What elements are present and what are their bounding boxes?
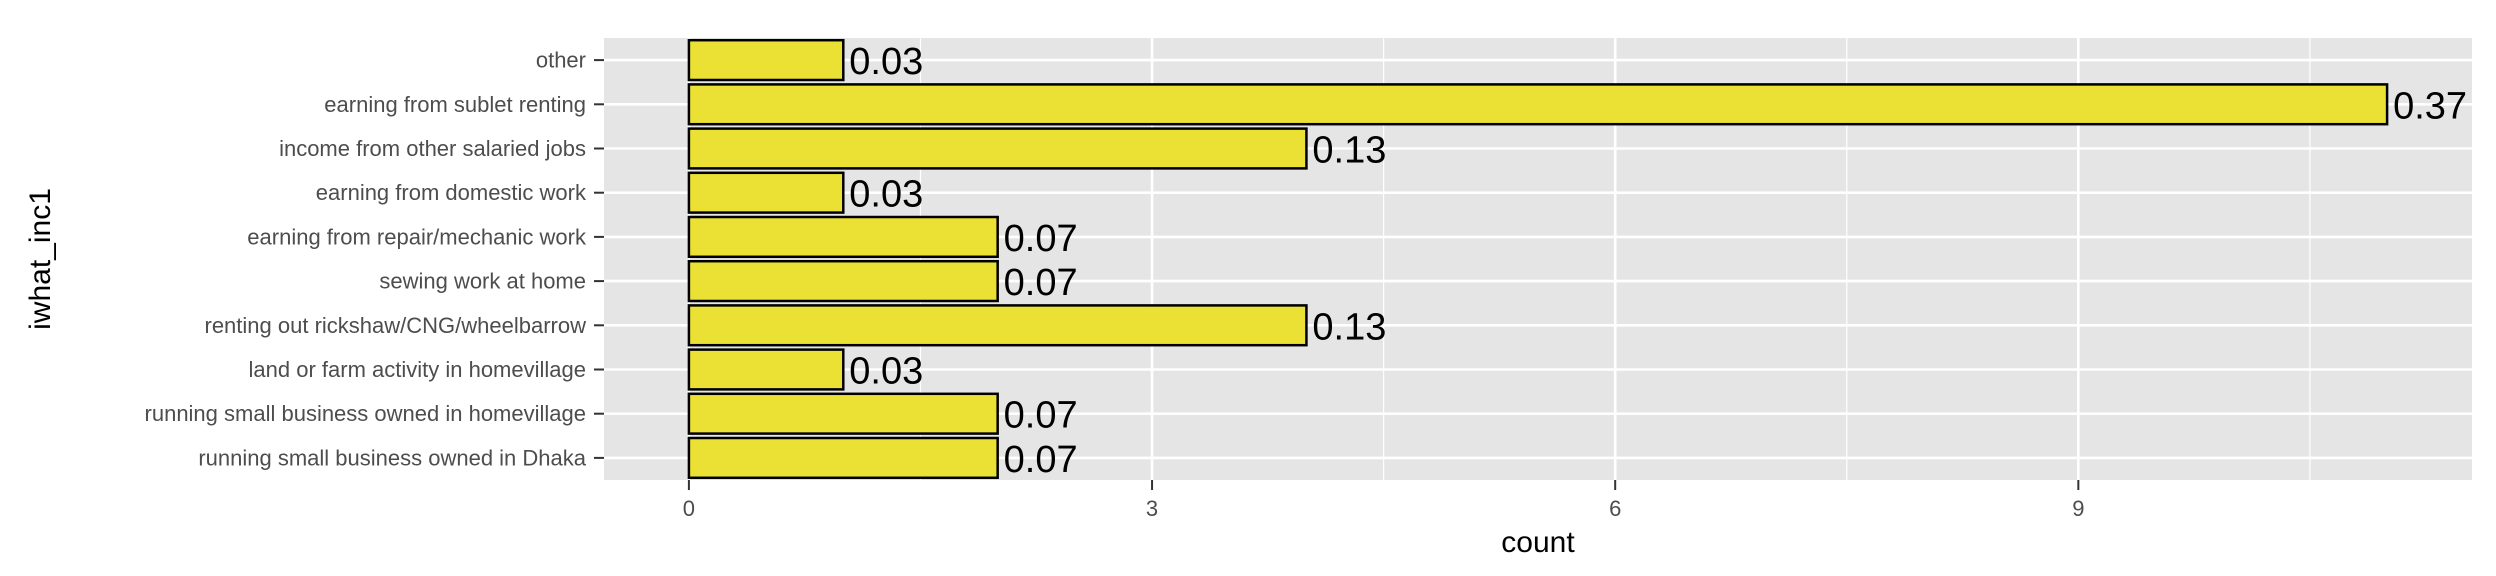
y-tick-label: earning from repair/mechanic work bbox=[247, 224, 587, 249]
x-axis: 0 3 6 9 bbox=[683, 480, 2084, 521]
bar bbox=[687, 259, 999, 303]
y-axis: other earning from sublet renting income f… bbox=[145, 48, 604, 470]
x-tick-label: 9 bbox=[2072, 496, 2084, 521]
y-tick-label: running small business owned in homevill… bbox=[145, 401, 586, 426]
x-tick-label: 0 bbox=[683, 496, 695, 521]
y-tick-label: renting out rickshaw/CNG/wheelbarrow bbox=[205, 313, 587, 338]
data-label: 0.13 bbox=[1312, 130, 1386, 172]
data-label: 0.07 bbox=[1004, 395, 1078, 437]
bars bbox=[687, 38, 2389, 480]
x-axis-title: count bbox=[1501, 526, 1575, 559]
bar bbox=[687, 304, 1308, 347]
bar bbox=[687, 215, 999, 259]
y-tick-label: running small business owned in Dhaka bbox=[198, 445, 586, 470]
data-label: 0.37 bbox=[2393, 85, 2467, 127]
y-tick-label: earning from domestic work bbox=[316, 180, 587, 205]
bar bbox=[687, 127, 1308, 170]
data-label: 0.03 bbox=[849, 174, 923, 216]
data-label: 0.03 bbox=[849, 351, 923, 393]
data-label: 0.07 bbox=[1004, 218, 1078, 260]
data-labels: 0.030.370.130.030.070.070.130.030.070.07 bbox=[849, 41, 2467, 481]
bar bbox=[687, 171, 845, 214]
data-label: 0.07 bbox=[1004, 262, 1078, 304]
x-tick-label: 6 bbox=[1609, 496, 1621, 521]
bar bbox=[687, 436, 999, 480]
data-label: 0.13 bbox=[1312, 306, 1386, 348]
bar bbox=[687, 392, 999, 435]
y-axis-title: iwhat_inc1 bbox=[24, 188, 57, 330]
bar bbox=[687, 38, 845, 82]
y-tick-label: sewing work at home bbox=[379, 269, 586, 294]
x-tick-label: 3 bbox=[1146, 496, 1158, 521]
y-tick-label: land or farm activity in homevillage bbox=[249, 357, 586, 382]
bar bbox=[687, 83, 2389, 126]
data-label: 0.03 bbox=[849, 41, 923, 83]
data-label: 0.07 bbox=[1004, 439, 1078, 481]
y-tick-label: other bbox=[536, 48, 586, 73]
y-tick-label: earning from sublet renting bbox=[324, 92, 586, 117]
y-tick-label: income from other salaried jobs bbox=[279, 136, 586, 161]
bar bbox=[687, 348, 845, 391]
